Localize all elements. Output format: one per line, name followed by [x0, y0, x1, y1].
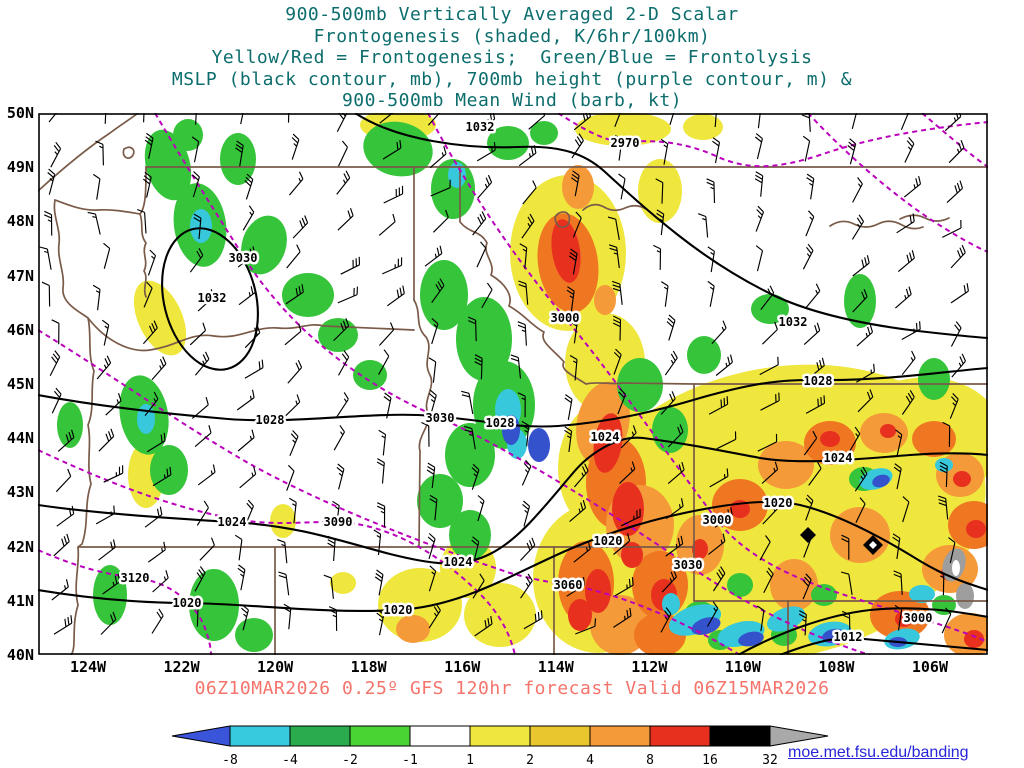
banding-site-link[interactable]: moe.met.fsu.edu/banding [788, 744, 969, 761]
lat-label-47N: 47N [6, 266, 34, 285]
contour-label-1032: 1032 [466, 120, 495, 134]
colorbar-segment [589, 725, 651, 747]
colorbar-tick--4: -4 [282, 753, 298, 768]
height-contours-700mb [38, 113, 988, 655]
lat-label-42N: 42N [6, 537, 34, 556]
contour-label-1024: 1024 [218, 515, 247, 529]
colorbar: -8 -4 -2 -1 1 2 4 8 16 32 [171, 725, 829, 768]
contour-label-3000: 3000 [904, 611, 933, 625]
wa-or-border-columbia [87, 317, 415, 352]
contour-label-1028: 1028 [256, 413, 285, 427]
colorbar-tick-2: 2 [526, 753, 534, 768]
title-line-4: MSLP (black contour, mb), 700mb height (… [171, 68, 853, 90]
contour-label-3000: 3000 [703, 513, 732, 527]
contour-label-3000: 3000 [551, 311, 580, 325]
vancouver-island [38, 113, 139, 192]
lat-label-49N: 49N [6, 158, 34, 177]
colorbar-tick--2: -2 [342, 753, 358, 768]
lon-label-118W: 118W [350, 658, 387, 676]
contour-label-1028: 1028 [486, 416, 515, 430]
contour-label-3030: 3030 [426, 411, 455, 425]
lon-label-110W: 110W [724, 658, 761, 676]
contour-label-1024: 1024 [444, 555, 473, 569]
colorbar-segment [709, 725, 771, 747]
flathead-lake [554, 211, 571, 229]
contour-label-1020: 1020 [764, 496, 793, 510]
state-borders-coastline [38, 113, 988, 655]
colorbar-tick--8: -8 [222, 753, 238, 768]
strait-puget-sound [54, 166, 147, 298]
lon-label-108W: 108W [818, 658, 855, 676]
lon-label-112W: 112W [631, 658, 668, 676]
lat-label-46N: 46N [6, 320, 34, 339]
colorbar-arrow-right [769, 725, 829, 747]
lon-label-124W: 124W [69, 658, 107, 676]
contour-label-3060: 3060 [554, 578, 583, 592]
contour-label-1012: 1012 [834, 630, 863, 644]
contour-label-1020: 1020 [594, 534, 623, 548]
lat-label-50N: 50N [6, 104, 34, 122]
lon-label-106W: 106W [911, 658, 948, 676]
lon-label-114W: 114W [537, 658, 574, 676]
colorbar-tick-4: 4 [586, 753, 594, 768]
colorbar-arrow-left [171, 725, 231, 747]
colorbar-tick-1: 1 [466, 753, 474, 768]
lat-label-41N: 41N [6, 591, 34, 610]
plot-title: 900-500mb Vertically Averaged 2-D Scalar… [0, 4, 1024, 112]
contour-label-1020: 1020 [384, 603, 413, 617]
colorbar-tick-8: 8 [646, 753, 654, 768]
colorbar-segment [649, 725, 711, 747]
contour-label-1020: 1020 [173, 596, 202, 610]
colorbar-segment [349, 725, 411, 747]
colorbar-segment [289, 725, 351, 747]
contour-labels: 1032 1032 1032 1028 1028 1028 1024 1024 1024 1024… [118, 118, 935, 647]
lat-label-43N: 43N [6, 483, 34, 502]
contour-label-1028: 1028 [804, 374, 833, 388]
title-line-5: 900-500mb Mean Wind (barb, kt) [341, 90, 683, 111]
colorbar-tick-32: 32 [762, 753, 778, 768]
contour-label-3120: 3120 [121, 571, 150, 585]
forecast-caption: 06Z10MAR2026 0.25º GFS 120hr forecast Va… [194, 678, 830, 699]
colorbar-segment [469, 725, 531, 747]
id-mt-border [459, 166, 695, 385]
pacific-coastline [53, 199, 95, 655]
colorbar-tick-16: 16 [702, 753, 718, 768]
frontogenesis-shading [57, 113, 988, 655]
contour-label-2970: 2970 [611, 136, 640, 150]
colorbar-tick--1: -1 [402, 753, 418, 768]
contour-label-1032: 1032 [779, 315, 808, 329]
lat-label-40N: 40N [6, 646, 34, 664]
title-line-2: Frontogenesis (shaded, K/6hr/100km) [313, 25, 711, 47]
lon-label-122W: 122W [163, 658, 200, 676]
lon-label-116W: 116W [444, 658, 481, 676]
title-line-3: Yellow/Red = Frontogenesis; Green/Blue =… [211, 47, 813, 68]
river-squiggle-3 [899, 214, 950, 222]
mslp-contours [38, 113, 988, 655]
lon-label-120W: 120W [257, 658, 294, 676]
lat-label-45N: 45N [6, 375, 34, 393]
contour-label-1032: 1032 [198, 291, 227, 305]
contour-label-3030: 3030 [229, 251, 258, 265]
title-line-1: 900-500mb Vertically Averaged 2-D Scalar [285, 4, 739, 25]
lat-label-44N: 44N [6, 429, 34, 448]
contour-label-3030: 3030 [674, 558, 703, 572]
river-squiggle-1 [582, 203, 647, 212]
contour-label-3090: 3090 [324, 515, 353, 529]
map-frame [38, 113, 988, 655]
river-squiggle-2 [829, 220, 924, 230]
colorbar-segment [409, 725, 471, 747]
or-id-snake-river [413, 299, 433, 548]
lat-label-48N: 48N [6, 212, 34, 231]
contour-label-1024: 1024 [591, 430, 620, 444]
contour-label-1024: 1024 [824, 451, 853, 465]
weather-map-canvas: 1032 1032 1032 1028 1028 1028 1024 1024 1024 1024… [38, 113, 988, 655]
colorbar-segment [529, 725, 591, 747]
colorbar-segment [229, 725, 291, 747]
